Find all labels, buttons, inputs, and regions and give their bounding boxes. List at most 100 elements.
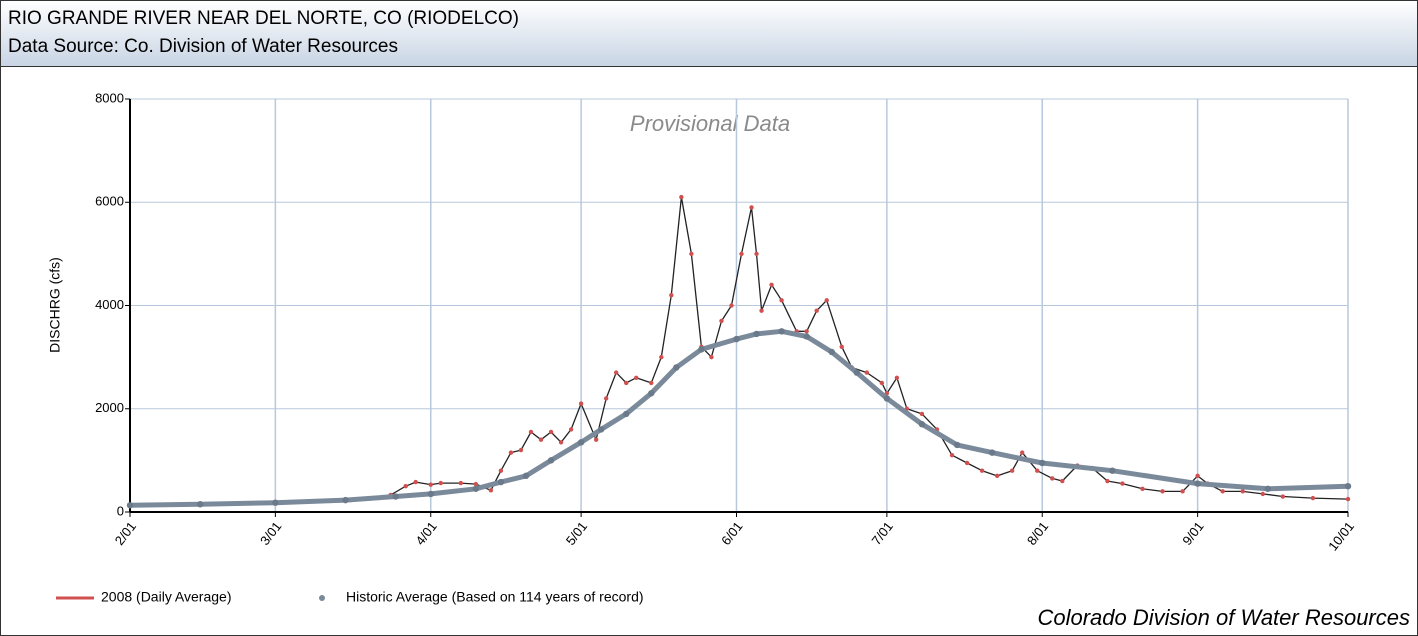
data-point <box>427 490 434 498</box>
data-point <box>342 496 349 504</box>
data-point <box>1009 468 1015 473</box>
data-point <box>1280 494 1286 499</box>
data-point <box>659 354 664 360</box>
data-point <box>624 380 629 386</box>
data-point <box>1039 459 1046 467</box>
y-tick-label: 2000 <box>95 400 124 415</box>
data-point <box>679 194 684 200</box>
data-point <box>568 427 574 432</box>
data-point <box>754 251 759 257</box>
data-point <box>988 449 996 456</box>
data-point <box>673 364 680 371</box>
legend-swatch <box>319 595 325 601</box>
data-point <box>864 370 870 375</box>
data-point <box>853 369 860 376</box>
data-point <box>709 354 714 360</box>
data-point <box>1220 489 1225 494</box>
data-point <box>488 488 494 493</box>
data-point <box>1345 496 1351 502</box>
data-point <box>518 447 524 453</box>
data-point <box>778 328 785 335</box>
data-point <box>522 472 530 480</box>
data-point <box>953 441 961 449</box>
data-point <box>578 401 584 406</box>
data-point <box>577 439 585 446</box>
y-axis-label: DISCHRG (cfs) <box>47 257 63 353</box>
y-tick-label: 0 <box>117 503 124 518</box>
data-point <box>272 499 279 506</box>
chart-subtitle: Data Source: Co. Division of Water Resou… <box>8 36 398 57</box>
data-point <box>597 426 605 433</box>
annotation: Provisional Data <box>630 111 790 136</box>
data-point <box>1195 473 1200 479</box>
data-point <box>918 421 926 428</box>
legend-label: 2008 (Daily Average) <box>101 589 231 605</box>
data-point <box>623 410 630 418</box>
data-point <box>753 330 760 338</box>
data-point <box>548 429 554 435</box>
data-point <box>698 346 705 353</box>
data-point <box>392 493 399 500</box>
data-point <box>1120 481 1125 486</box>
data-point <box>733 335 740 343</box>
data-point <box>528 429 534 435</box>
data-point <box>803 333 810 340</box>
data-point <box>1019 450 1025 455</box>
data-point <box>1264 485 1272 492</box>
data-point <box>879 380 885 386</box>
data-point <box>1109 467 1116 474</box>
data-point <box>1035 468 1040 473</box>
data-point <box>894 375 900 380</box>
data-point <box>779 298 784 303</box>
y-tick-label: 6000 <box>95 194 124 209</box>
data-point <box>719 318 724 324</box>
data-point <box>828 348 835 356</box>
data-point <box>824 298 829 303</box>
data-point <box>1240 489 1245 494</box>
data-point <box>739 251 744 257</box>
data-point <box>558 440 564 445</box>
data-point <box>603 396 609 401</box>
data-point <box>613 370 619 375</box>
data-point <box>814 308 819 313</box>
data-point <box>538 437 544 442</box>
data-point <box>1060 478 1065 484</box>
data-point <box>1310 495 1316 501</box>
data-point <box>1180 489 1185 494</box>
data-point <box>919 411 925 417</box>
data-point <box>1260 491 1265 497</box>
chart-title: RIO GRANDE RIVER NEAR DEL NORTE, CO (RIO… <box>8 8 519 29</box>
data-point <box>438 480 443 486</box>
data-point <box>1344 482 1352 490</box>
data-point <box>769 282 774 288</box>
data-point <box>1050 476 1055 481</box>
data-point <box>196 501 204 508</box>
data-point <box>648 390 655 397</box>
data-point <box>634 375 639 380</box>
data-point <box>593 437 599 442</box>
data-point <box>473 481 479 487</box>
data-point <box>458 480 464 486</box>
data-point <box>839 344 844 349</box>
data-point <box>508 450 514 455</box>
data-point <box>649 380 654 386</box>
data-point <box>689 251 694 257</box>
data-point <box>413 479 418 485</box>
data-point <box>883 395 891 402</box>
data-point <box>759 308 764 313</box>
data-point <box>403 483 408 489</box>
data-point <box>994 473 1000 479</box>
header <box>0 0 1418 67</box>
data-point <box>804 329 809 334</box>
data-point <box>669 292 674 298</box>
data-point <box>979 468 985 473</box>
data-point <box>729 303 734 308</box>
legend-label: Historic Average (Based on 114 years of … <box>346 589 644 605</box>
data-point <box>428 482 433 487</box>
data-point <box>949 453 955 458</box>
data-point <box>1160 489 1165 494</box>
data-point <box>1194 480 1201 487</box>
data-point <box>547 457 555 464</box>
data-point <box>1105 478 1110 484</box>
